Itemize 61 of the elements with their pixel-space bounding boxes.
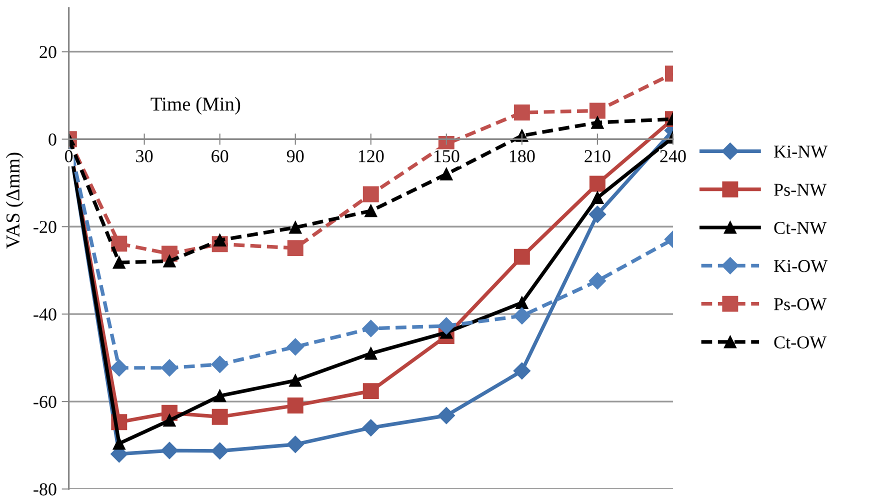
point [112, 256, 126, 269]
point [362, 419, 380, 436]
legend-label: Ct-NW [774, 222, 827, 234]
x-tick-label: 0 [64, 150, 73, 162]
point [364, 204, 378, 218]
point [362, 186, 379, 202]
y-tick-label: -20 [34, 220, 56, 234]
point [110, 359, 128, 376]
legend-label: Ct-OW [774, 336, 827, 349]
point [289, 221, 302, 234]
point [438, 317, 455, 334]
point [589, 176, 606, 192]
point [514, 104, 530, 120]
y-tick-label: -80 [34, 483, 56, 496]
point [516, 296, 528, 309]
point [589, 102, 606, 119]
point [362, 383, 379, 400]
point [163, 254, 176, 268]
legend-label: Ps-NW [774, 184, 827, 196]
point [513, 307, 530, 324]
x-tick-label: 90 [286, 150, 304, 162]
point [212, 408, 228, 425]
point [513, 362, 530, 380]
point [211, 442, 228, 460]
point [287, 397, 304, 414]
x-tick-label: 30 [136, 150, 153, 162]
y-tick-label: -60 [34, 396, 56, 408]
legend-label: Ki-OW [774, 260, 828, 272]
x-tick-label: 210 [584, 150, 610, 162]
x-tick-label: 120 [358, 150, 384, 162]
legend-label: Ki-NW [774, 146, 828, 158]
y-tick-label: 0 [48, 133, 56, 146]
point [591, 192, 604, 204]
x-tick-label: 180 [510, 150, 535, 162]
point [588, 272, 606, 290]
x-tick-label: 150 [434, 150, 460, 162]
point [211, 356, 228, 373]
y-axis-title: VAS (Δmm) [6, 152, 24, 249]
point [438, 406, 455, 424]
point [440, 168, 453, 180]
point [286, 436, 304, 453]
x-axis-title: Time (Min) [150, 96, 240, 115]
point [364, 347, 378, 360]
y-tick-label: -40 [34, 308, 56, 321]
x-tick-label: 60 [212, 150, 228, 162]
x-tick-label: 240 [660, 150, 686, 162]
point [214, 390, 226, 402]
point [362, 320, 380, 338]
point [111, 236, 128, 252]
point [591, 116, 604, 129]
point [163, 414, 176, 427]
point [588, 206, 606, 223]
y-tick-label: 20 [40, 46, 56, 58]
point [287, 240, 304, 256]
point [514, 248, 530, 265]
point [160, 359, 178, 376]
point [286, 338, 304, 356]
point [160, 442, 178, 460]
point [289, 374, 302, 387]
point [112, 437, 126, 450]
legend-label: Ps-OW [774, 298, 827, 310]
